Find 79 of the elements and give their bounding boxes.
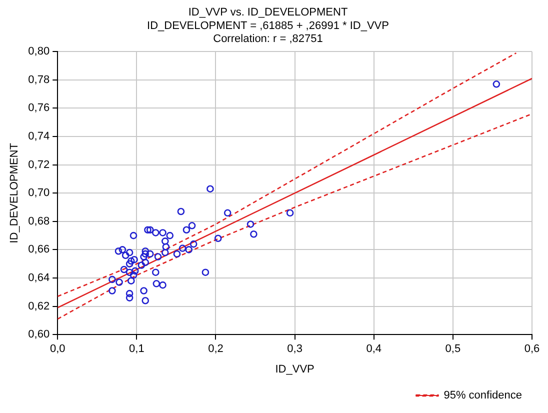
point <box>154 253 162 260</box>
point <box>214 234 222 242</box>
point <box>177 208 185 216</box>
point <box>146 250 154 258</box>
point <box>152 268 160 276</box>
point <box>224 209 232 217</box>
y-tick-label: 0,60 <box>28 328 50 341</box>
point <box>166 232 174 240</box>
x-tick-label: 0,0 <box>50 343 66 356</box>
y-tick-label: 0,68 <box>28 215 50 228</box>
point <box>120 266 128 274</box>
point <box>126 260 134 268</box>
y-tick-label: 0,72 <box>28 158 50 171</box>
point <box>142 247 150 255</box>
point <box>173 250 181 258</box>
y-tick-label: 0,62 <box>28 300 50 312</box>
point <box>131 267 139 275</box>
point <box>190 240 198 248</box>
point <box>161 248 169 256</box>
point <box>202 268 210 276</box>
point <box>152 229 160 236</box>
point <box>142 258 150 266</box>
y-tick-label: 0,66 <box>28 244 50 256</box>
line-series <box>58 52 517 298</box>
y-tick-label: 0,74 <box>28 130 50 143</box>
point <box>138 262 146 269</box>
point <box>126 248 134 256</box>
point <box>492 80 500 88</box>
point <box>118 246 126 254</box>
point <box>130 272 138 279</box>
y-axis-title: ID_DEVELOPMENT <box>8 142 21 244</box>
text: Correlation: r = ,82751 <box>213 33 323 46</box>
point <box>161 238 169 245</box>
x-tick-label: 0,5 <box>445 343 461 356</box>
point <box>146 226 154 234</box>
x-tick-label: 0,2 <box>208 343 224 356</box>
point <box>126 268 134 276</box>
point <box>127 277 135 284</box>
y-tick-label: 0,80 <box>28 46 50 58</box>
point <box>250 230 258 238</box>
x-tick-label: 0,3 <box>287 343 302 356</box>
point <box>122 252 130 260</box>
point <box>182 226 190 234</box>
x-tick-label: 0,4 <box>366 343 382 356</box>
point <box>246 220 254 228</box>
x-axis-title: ID_VVP <box>275 363 314 376</box>
y-tick-label: 0,70 <box>28 187 50 200</box>
point <box>126 294 134 302</box>
y-tick-label: 0,78 <box>28 74 50 86</box>
point <box>108 287 116 294</box>
point <box>159 281 166 289</box>
point <box>130 256 138 264</box>
point <box>140 287 148 294</box>
line-series <box>58 113 532 320</box>
point <box>188 222 196 230</box>
point <box>114 247 122 255</box>
x-tick-label: 0,1 <box>129 343 144 356</box>
point <box>152 280 160 288</box>
point <box>286 209 294 217</box>
point <box>142 250 150 258</box>
point <box>142 296 150 304</box>
point <box>178 244 186 252</box>
point <box>206 185 214 193</box>
x-tick-label: 0,6 <box>524 343 540 356</box>
point <box>185 246 193 254</box>
y-tick-label: 0,64 <box>28 272 50 284</box>
point <box>108 276 116 284</box>
point <box>140 253 148 260</box>
y-tick-label: 0,76 <box>28 102 50 114</box>
point <box>144 226 152 234</box>
point <box>159 229 166 236</box>
point <box>116 278 123 286</box>
point <box>127 257 135 265</box>
chart-title: ID_VVP vs. ID_DEVELOPMENT <box>188 6 348 19</box>
point <box>130 232 138 240</box>
chart-subtitle: ID_DEVELOPMENT = ,61885 + ,26991 * ID_VVP <box>147 20 389 32</box>
point <box>162 243 170 251</box>
legend-label: 95% confidence <box>444 390 522 402</box>
point <box>126 290 134 298</box>
